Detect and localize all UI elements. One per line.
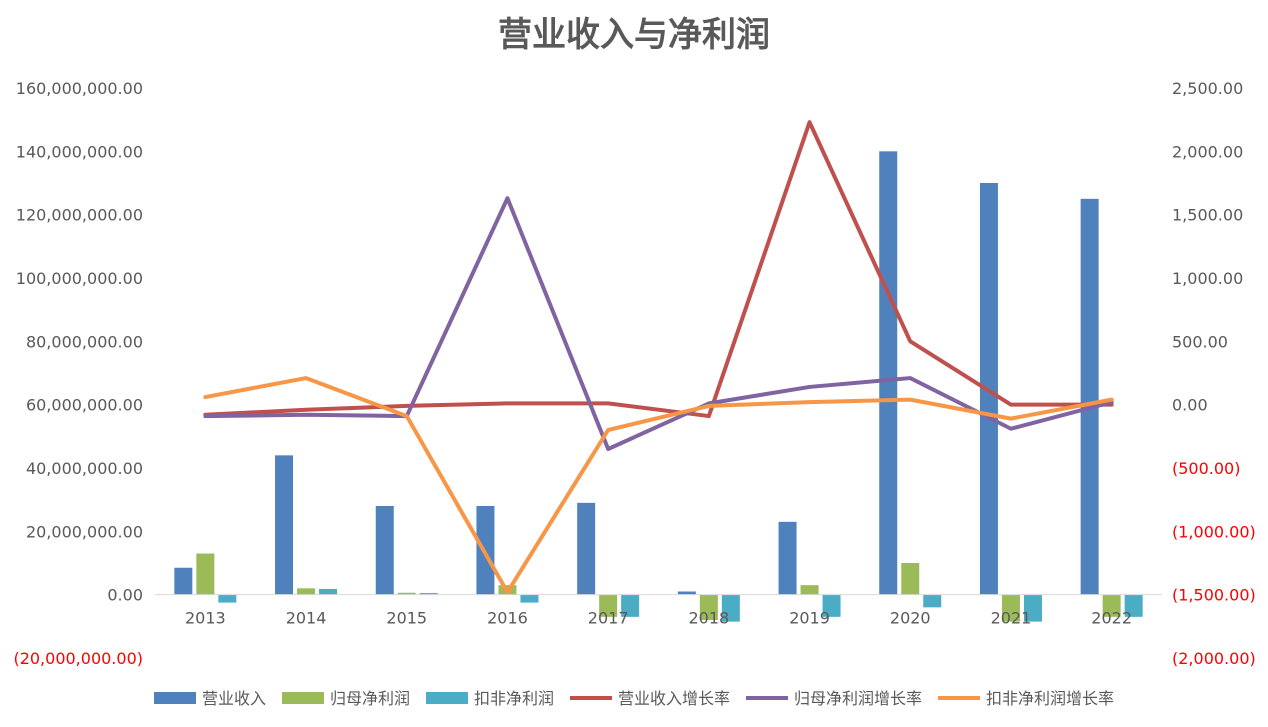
bar [1023,594,1042,622]
bar [174,567,193,595]
legend: 营业收入 归母净利润 扣非净利润 营业收入增长率 归母净利润增长率 扣非净利润增长率 [154,689,1114,708]
bar-series-group [174,151,1143,622]
right-axis-tick-label: (1,500.00) [1172,586,1256,605]
bar [297,588,316,595]
bar [901,563,920,595]
bar [419,593,438,595]
right-axis-tick-label: 0.00 [1172,396,1208,415]
legend-label: 归母净利润 [330,689,410,708]
x-tick-label: 2014 [286,609,327,628]
right-axis-tick-label: (500.00) [1172,459,1240,478]
left-axis-tick-label: 100,000,000.00 [16,269,143,288]
bar [1102,594,1121,617]
legend-label: 营业收入 [202,689,266,708]
legend-marker [154,692,196,704]
bar [677,591,696,595]
bar [621,594,640,617]
left-axis-tick-label: 60,000,000.00 [26,396,143,415]
legend-marker [426,692,468,704]
bar [923,594,942,608]
x-tick-label: 2015 [386,609,427,628]
bar [1080,198,1099,595]
bar [218,594,237,603]
left-axis-tick-label: 80,000,000.00 [26,332,143,351]
left-axis-tick-label: 20,000,000.00 [26,522,143,541]
right-axis-tick-label: (2,000.00) [1172,649,1256,668]
x-tick-label: 2018 [688,609,729,628]
bar [520,594,539,603]
left-axis-tick-label: 120,000,000.00 [16,206,143,225]
right-axis-tick-label: 1,500.00 [1172,206,1243,225]
left-axis-tick-label: 160,000,000.00 [16,79,143,98]
legend-label: 扣非净利润增长率 [986,689,1114,708]
legend-label: 扣非净利润 [474,689,554,708]
bar [599,594,618,617]
bar [1001,594,1020,622]
bar [397,592,416,595]
x-tick-label: 2013 [185,609,226,628]
left-y-axis: (20,000,000.00) 0.00 20,000,000.00 40,000,0… [13,79,143,668]
x-tick-label: 2016 [487,609,528,628]
bar [275,455,294,595]
bar [800,585,819,595]
right-axis-tick-label: 500.00 [1172,332,1228,351]
series-line [203,120,1114,419]
legend-marker [282,692,324,704]
bar [375,506,394,595]
x-tick-label: 2019 [789,609,830,628]
x-tick-label: 2017 [588,609,629,628]
x-tick-label: 2021 [991,609,1032,628]
bar [822,594,841,617]
bar [577,502,596,595]
left-axis-tick-label: 140,000,000.00 [16,142,143,161]
line-series-group [203,120,1114,595]
bar [196,553,215,595]
series-line [203,376,1114,595]
right-y-axis: (2,000.00) (1,500.00) (1,000.00) (500.00) 0.… [1172,79,1256,668]
right-axis-tick-label: 2,500.00 [1172,79,1243,98]
bar [879,151,898,595]
bar [319,588,338,595]
legend-label: 归母净利润增长率 [794,689,922,708]
left-axis-tick-label: 40,000,000.00 [26,459,143,478]
chart-title: 营业收入与净利润 [498,15,770,55]
right-axis-tick-label: 1,000.00 [1172,269,1243,288]
right-axis-tick-label: (1,000.00) [1172,522,1256,541]
x-tick-label: 2020 [890,609,931,628]
left-axis-tick-label: (20,000,000.00) [13,649,143,668]
legend-label: 营业收入增长率 [618,689,730,708]
bar [699,594,718,620]
bar [778,521,797,595]
right-axis-tick-label: 2,000.00 [1172,142,1243,161]
bar [1124,594,1143,617]
left-axis-tick-label: 0.00 [107,586,143,605]
x-tick-label: 2022 [1091,609,1132,628]
bar [721,594,740,622]
x-axis: 2013 2014 2015 2016 2017 2018 2019 2020 2021 2022 [185,609,1132,628]
series-line [203,196,1114,451]
